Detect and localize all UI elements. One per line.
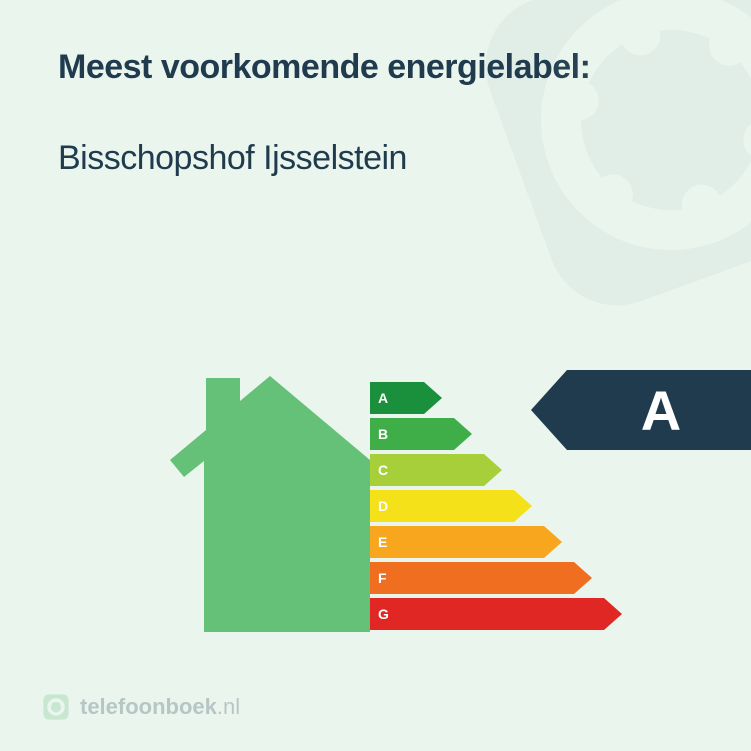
watermark-dial [415,0,751,376]
energy-bar-label: B [378,418,388,450]
brand-logo-icon [42,693,70,721]
result-arrow: A [531,370,751,450]
brand-name-bold: telefoonboek [80,694,217,719]
energy-bar-label: D [378,490,388,522]
energy-bar-label: G [378,598,389,630]
energy-bar-label: A [378,382,388,414]
brand-name-light: .nl [217,694,240,719]
energy-bar-label: C [378,454,388,486]
energy-bar-label: E [378,526,387,558]
energy-bar-shape [370,490,532,522]
energy-bar-shape [370,562,592,594]
energy-bar-shape [370,526,562,558]
house-icon [170,370,370,640]
footer-brand: telefoonboek.nl [42,693,240,721]
result-letter: A [571,370,751,450]
energy-bar-shape [370,454,502,486]
energy-bar-label: F [378,562,387,594]
energy-bar-shape [370,598,622,630]
brand-text: telefoonboek.nl [80,694,240,720]
